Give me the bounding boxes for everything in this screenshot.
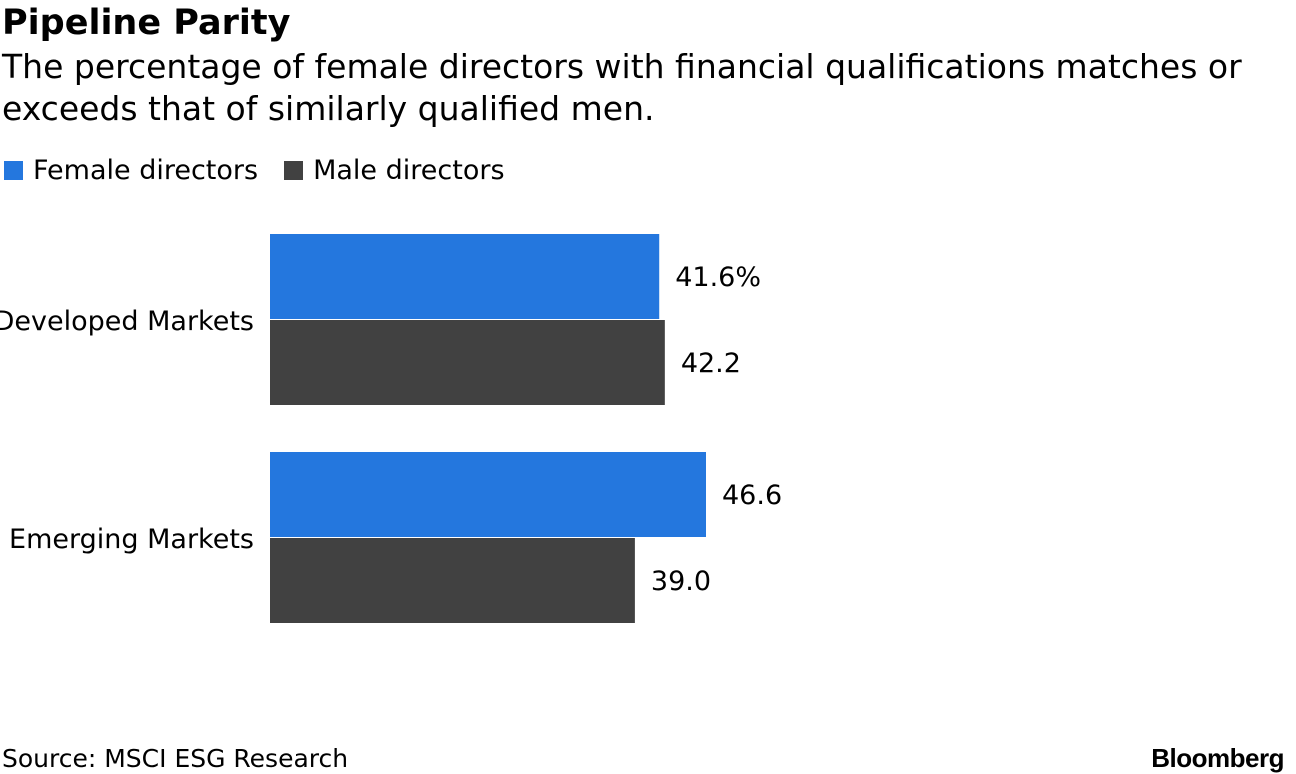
data-label: 46.6 [722,480,782,511]
chart-title: Pipeline Parity [2,3,291,43]
data-label: 42.2 [681,348,741,379]
category-label: Emerging Markets [9,524,254,555]
data-label: 41.6% [675,262,761,293]
source-note: Source: MSCI ESG Research [2,744,349,773]
bar-male-emerging [270,538,635,623]
category-label: Developed Markets [0,306,254,337]
bar-female-developed [270,234,660,319]
legend-label-female: Female directors [33,154,259,186]
legend-swatch-male [284,160,304,180]
legend-swatch-female [4,160,23,180]
data-label: 39.0 [651,566,711,597]
legend-item-male: Male directors [284,154,505,186]
bloomberg-logo: Bloomberg [1151,743,1284,773]
chart-subtitle: The percentage of female directors with … [2,47,1242,128]
bar-female-emerging [270,452,706,537]
legend: Female directors Male directors [4,154,531,186]
bar-male-developed [270,320,665,405]
legend-item-female: Female directors [4,155,258,186]
legend-label-male: Male directors [313,154,505,186]
